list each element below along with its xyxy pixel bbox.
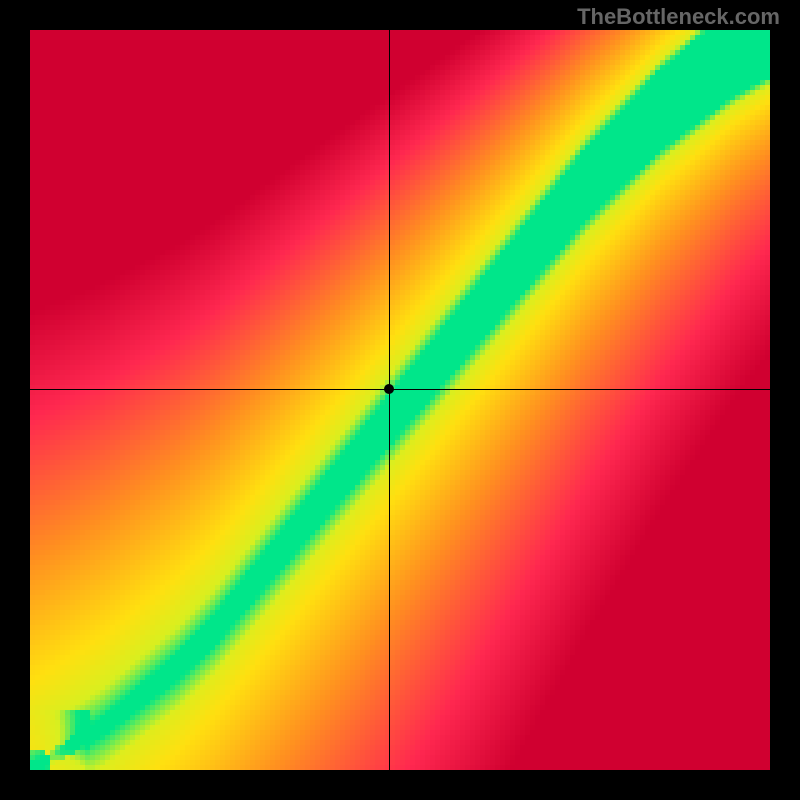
crosshair-marker — [384, 384, 394, 394]
heatmap-canvas — [30, 30, 770, 770]
crosshair-vertical — [389, 30, 390, 770]
watermark-text: TheBottleneck.com — [577, 4, 780, 30]
crosshair-horizontal — [30, 389, 770, 390]
heatmap-plot — [30, 30, 770, 770]
